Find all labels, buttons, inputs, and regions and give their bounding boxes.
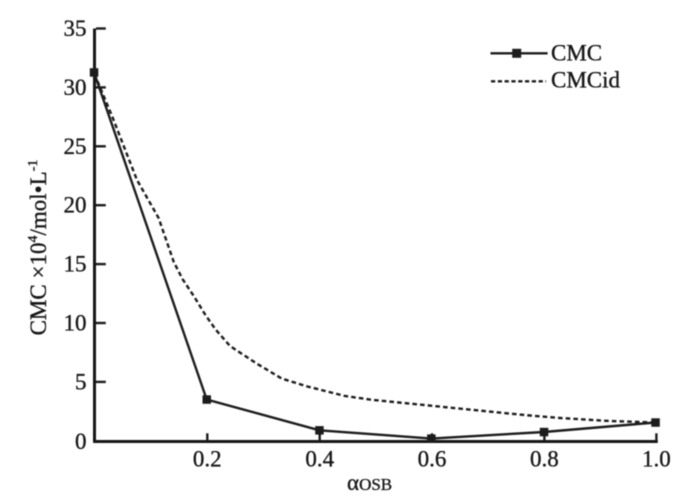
svg-text:5: 5: [75, 369, 87, 394]
svg-text:0.2: 0.2: [193, 446, 222, 471]
svg-text:35: 35: [64, 16, 87, 41]
svg-text:0.8: 0.8: [530, 446, 559, 471]
svg-text:15: 15: [64, 252, 87, 277]
svg-text:CMC: CMC: [551, 40, 602, 65]
svg-text:0: 0: [75, 429, 87, 454]
svg-text:30: 30: [64, 75, 87, 100]
svg-text:0.4: 0.4: [305, 446, 334, 471]
svg-text:CMCid: CMCid: [551, 68, 621, 93]
svg-text:20: 20: [64, 193, 87, 218]
svg-text:1.0: 1.0: [642, 446, 671, 471]
svg-text:10: 10: [64, 311, 87, 336]
svg-text:25: 25: [64, 134, 87, 159]
svg-text:0.6: 0.6: [418, 446, 447, 471]
svg-text:αOSB: αOSB: [347, 470, 392, 495]
svg-text:CMC ×104/mol•L-1: CMC ×104/mol•L-1: [26, 160, 51, 336]
